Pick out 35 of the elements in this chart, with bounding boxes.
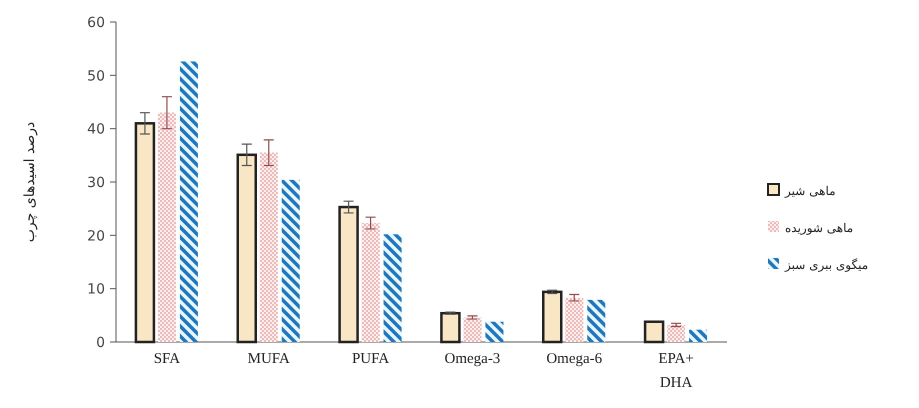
bar <box>282 180 300 342</box>
y-tick-label: 0 <box>96 335 105 351</box>
bar <box>440 312 461 344</box>
y-tick-label: 40 <box>87 122 105 138</box>
x-tick-label: MUFA <box>248 351 290 367</box>
bar <box>542 290 562 344</box>
bar <box>565 298 584 342</box>
legend-label: ماهی شوریده <box>785 221 854 235</box>
x-tick-label: Omega-6 <box>546 351 603 367</box>
y-tick-label: 10 <box>87 282 105 298</box>
legend-label: میگوی ببری سبز <box>784 258 868 272</box>
legend-label: ماهی شیر <box>784 184 836 198</box>
y-tick-label: 30 <box>87 175 105 191</box>
bar <box>338 206 359 344</box>
bar <box>260 152 278 342</box>
bar <box>236 154 257 344</box>
bar <box>485 322 504 342</box>
bar <box>587 300 606 342</box>
bar <box>362 223 380 342</box>
y-axis-title: درصد اسیدهای چرب <box>22 122 38 242</box>
x-tick-label: Omega-3 <box>444 351 500 367</box>
bar <box>463 317 482 342</box>
x-tick-label: PUFA <box>352 351 390 367</box>
bar <box>134 122 156 344</box>
y-tick-label: 20 <box>87 228 105 244</box>
bar <box>667 324 686 342</box>
bar <box>384 234 402 342</box>
bar <box>644 320 664 344</box>
x-tick-label: EPA+ DHA <box>658 351 694 391</box>
bar <box>180 61 198 342</box>
x-tick-label: SFA <box>154 351 180 367</box>
bar <box>158 112 176 342</box>
y-tick-label: 50 <box>87 68 105 84</box>
bar <box>689 330 708 342</box>
y-tick-label: 60 <box>87 15 105 31</box>
